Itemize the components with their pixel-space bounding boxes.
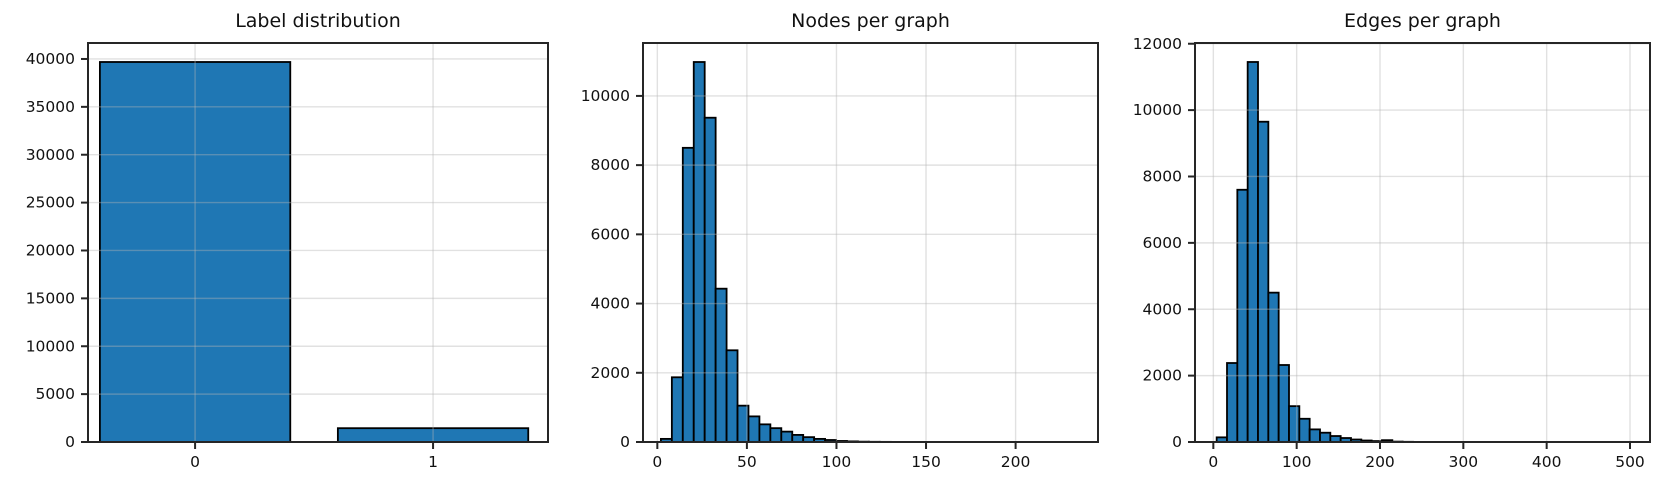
histogram-bar (1298, 417, 1311, 443)
histogram-bar (747, 415, 761, 443)
histogram-bar (670, 376, 684, 443)
y-tick-label: 2000 (591, 364, 630, 382)
y-tick-label: 30000 (26, 146, 75, 164)
x-tick-label: 0 (652, 453, 662, 471)
histogram-bar (791, 434, 805, 443)
chart-title: Label distribution (235, 10, 401, 32)
chart-edges-per-graph: 0 100 200 300 400 500 0 2000 4000 6000 8000 10000 12… (1110, 0, 1665, 490)
histogram-bar (1226, 362, 1239, 443)
plot-border (642, 42, 1099, 443)
x-tick-label: 50 (737, 453, 757, 471)
chart-title: Nodes per graph (791, 10, 950, 32)
y-tick-label: 10000 (1133, 101, 1182, 119)
x-tick-label: 100 (1282, 453, 1312, 471)
histogram-bar (1267, 291, 1280, 443)
edges-per-graph-plot: 0 100 200 300 400 500 0 2000 4000 6000 8000 10000 12… (1133, 10, 1651, 471)
y-tick-label: 15000 (26, 289, 75, 307)
x-tick-label: 0 (1208, 453, 1218, 471)
y-tick-label: 4000 (591, 295, 630, 313)
x-tick-label: 500 (1615, 453, 1645, 471)
histogram-bar (1319, 431, 1332, 443)
histogram-bar (1257, 120, 1270, 443)
x-tick-label: 200 (1001, 453, 1031, 471)
histogram-bar (681, 146, 695, 443)
histogram-bar (780, 430, 794, 443)
y-tick-label: 8000 (591, 156, 630, 174)
histogram-bar (758, 423, 772, 443)
x-tick-label: 0 (190, 453, 200, 471)
histogram-bar (1288, 405, 1301, 443)
y-tick-label: 6000 (1143, 234, 1182, 252)
x-tick-label: 150 (911, 453, 941, 471)
y-tick-label: 12000 (1133, 35, 1182, 53)
histogram-bar (714, 287, 728, 443)
y-tick-label: 10000 (581, 87, 630, 105)
x-tick-label: 300 (1449, 453, 1479, 471)
histogram-bar (1246, 61, 1259, 443)
y-tick-label: 10000 (26, 337, 75, 355)
bar (98, 61, 292, 443)
histogram-bar (769, 427, 783, 443)
x-tick-label: 200 (1365, 453, 1395, 471)
plot-border (87, 42, 549, 443)
y-tick-label: 0 (1172, 433, 1182, 451)
y-tick-label: 0 (620, 433, 630, 451)
chart-nodes-per-graph: 0 50 100 150 200 0 2000 4000 6000 8000 10000 Nodes … (555, 0, 1110, 490)
x-tick-label: 1 (428, 453, 438, 471)
x-tick-label: 100 (822, 453, 852, 471)
histogram-bar (1277, 364, 1290, 443)
y-tick-label: 6000 (591, 225, 630, 243)
y-tick-label: 20000 (26, 242, 75, 260)
label-distribution-plot: 0 1 0 5000 10000 15000 20000 25000 30000 35000 400… (26, 10, 549, 471)
histogram-bar (1308, 428, 1321, 443)
histogram-bar (703, 116, 717, 443)
y-tick-label: 4000 (1143, 300, 1182, 318)
y-tick-label: 40000 (26, 50, 75, 68)
y-tick-label: 5000 (36, 385, 75, 403)
histogram-bar (725, 349, 739, 443)
x-tick-label: 400 (1532, 453, 1562, 471)
y-tick-label: 2000 (1143, 367, 1182, 385)
y-tick-label: 8000 (1143, 168, 1182, 186)
chart-label-distribution: 0 1 0 5000 10000 15000 20000 25000 30000 35000 400… (0, 0, 555, 490)
chart-title: Edges per graph (1344, 10, 1501, 32)
histogram-bar (1236, 188, 1249, 443)
y-tick-label: 35000 (26, 98, 75, 116)
nodes-per-graph-plot: 0 50 100 150 2000200040006000800010000Nodes … (581, 10, 1099, 471)
y-tick-label: 25000 (26, 194, 75, 212)
y-tick-label: 0 (65, 433, 75, 451)
histogram-bar (692, 61, 706, 443)
